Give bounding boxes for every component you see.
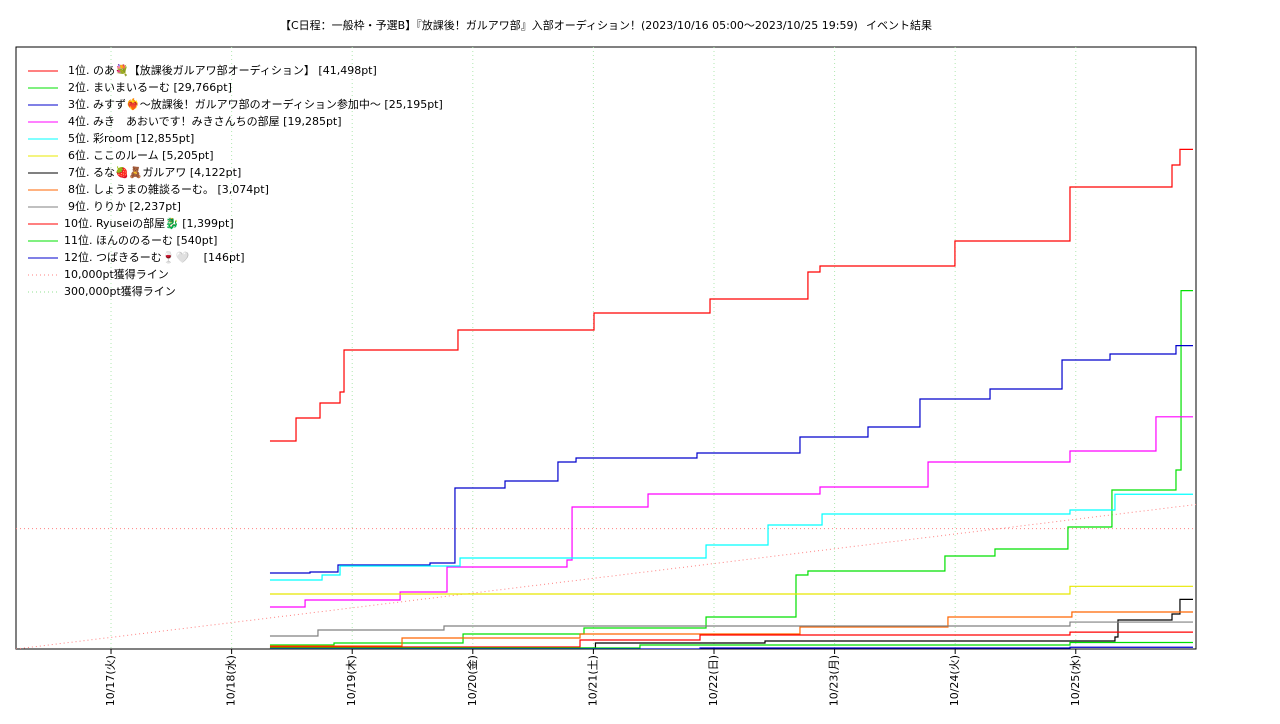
chart-title: 【C日程：一般枠・予選B】『放課後！ガルアワ部』入部オーディション！(2023/… xyxy=(280,18,858,32)
series-line xyxy=(269,290,1193,646)
series-line xyxy=(269,611,1193,647)
legend-label: 5位. 彩room [12,855pt] xyxy=(68,131,194,145)
x-tick-label: 10/25(水) xyxy=(1069,655,1082,706)
chart-subtitle: イベント結果 xyxy=(866,18,932,32)
series-line xyxy=(269,345,1193,574)
x-tick-label: 10/24(火) xyxy=(948,655,961,706)
plot-area xyxy=(16,47,1196,649)
x-tick-label: 10/21(土) xyxy=(586,655,599,706)
series-line xyxy=(269,585,1193,595)
legend-label: 3位. みすず❤️‍🔥〜放課後！ガルアワ部のオーディション参加中〜 [25,19… xyxy=(68,97,443,111)
series-line xyxy=(269,493,1193,581)
legend-label: 12位. つばきるーむ🍷🤍 [146pt] xyxy=(64,250,245,264)
x-tick-label: 10/22(日) xyxy=(707,655,720,706)
series-line xyxy=(269,621,1193,637)
x-tick-label: 10/18(水) xyxy=(225,655,238,706)
x-tick-label: 10/17(火) xyxy=(104,655,117,706)
series-line xyxy=(269,646,1193,649)
series-line xyxy=(269,641,1193,649)
pace-line xyxy=(16,504,1196,649)
legend-label: 9位. りりか [2,237pt] xyxy=(68,199,181,213)
legend-label: 4位. みき あおいです！みきさんちの部屋 [19,285pt] xyxy=(68,114,342,128)
x-tick-label: 10/20(金) xyxy=(465,655,479,706)
series-line xyxy=(269,631,1193,648)
series-line xyxy=(269,598,1193,649)
legend-label: 300,000pt獲得ライン xyxy=(64,285,176,298)
legend-label: 8位. しょうまの雑談るーむ。 [3,074pt] xyxy=(68,182,269,196)
series-line xyxy=(269,416,1193,608)
x-tick-label: 10/23(月) xyxy=(828,655,841,706)
legend-label: 2位. まいまいるーむ [29,766pt] xyxy=(68,80,232,94)
legend-label: 10,000pt獲得ライン xyxy=(64,268,169,281)
legend-label: 10位. Ryuseiの部屋🐉 [1,399pt] xyxy=(64,216,234,230)
legend-label: 6位. ここのルーム [5,205pt] xyxy=(68,148,214,162)
legend-label: 1位. のあ💐【放課後ガルアワ部オーディション】 [41,498pt] xyxy=(68,63,377,77)
legend-label: 11位. ほんののるーむ [540pt] xyxy=(64,233,217,247)
x-tick-label: 10/19(木) xyxy=(345,655,358,706)
series-line xyxy=(269,148,1193,442)
legend-label: 7位. るな🍓🧸ガルアワ [4,122pt] xyxy=(68,165,241,179)
